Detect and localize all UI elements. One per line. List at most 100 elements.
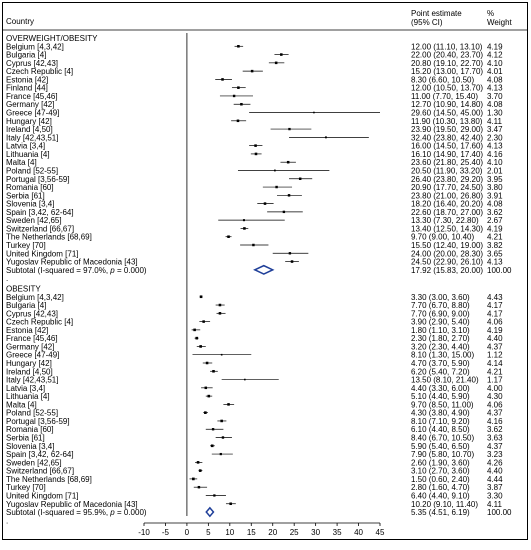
study-weight: 4.21 [487, 233, 503, 242]
study-estimate-ci: 4.30 (3.80, 4.90) [411, 409, 470, 418]
study-weight: 4.13 [487, 142, 503, 151]
study-label: Greece [47-49] [6, 351, 59, 360]
study-label: Yugoslav Republic of Macedonia [43] [6, 258, 138, 267]
study-weight: 4.01 [487, 67, 503, 76]
study-point-marker [240, 102, 243, 106]
study-point-marker [221, 78, 224, 81]
study-estimate-ci: 32.40 (23.80, 42.40) [411, 133, 483, 142]
study-estimate-ci: 13.30 (7.30, 22.80) [411, 216, 479, 225]
study-point-marker [273, 169, 276, 172]
study-point-marker [290, 260, 294, 263]
study-weight: 3.63 [487, 434, 503, 443]
study-weight: 4.12 [487, 51, 503, 60]
study-estimate-ci: 13.50 (8.10, 21.40) [411, 376, 479, 385]
study-weight: 4.19 [487, 224, 503, 233]
study-weight: 4.08 [487, 100, 503, 109]
study-estimate-ci: 7.70 (6.90, 9.00) [411, 309, 470, 318]
study-estimate-ci: 18.20 (16.40, 20.20) [411, 200, 483, 209]
study-label: Bulgaria [4] [6, 301, 46, 310]
subtotal-estimate-ci: 5.35 (4.51, 6.19) [411, 508, 470, 517]
study-point-marker [198, 469, 202, 472]
study-estimate-ci: 11.90 (10.30, 13.80) [411, 117, 483, 126]
study-point-marker [282, 210, 286, 214]
study-estimate-ci: 9.70 (9.00, 10.40) [411, 233, 474, 242]
study-weight: 4.26 [487, 458, 503, 467]
study-point-marker [220, 353, 223, 356]
study-weight: 3.62 [487, 208, 503, 217]
study-weight: 4.13 [487, 258, 503, 267]
study-point-marker [219, 452, 222, 456]
study-estimate-ci: 8.10 (1.30, 15.00) [411, 351, 474, 360]
study-point-marker [287, 194, 291, 197]
study-weight: 4.17 [487, 309, 503, 318]
study-label: Hungary [42] [6, 117, 52, 126]
study-weight: 3.23 [487, 450, 503, 459]
study-point-marker [244, 378, 246, 381]
study-point-marker [288, 127, 291, 131]
study-label: Germany [42] [6, 342, 54, 351]
column-header-weight: Weight [487, 18, 513, 27]
study-label: Czech Republic [4] [6, 318, 73, 327]
study-estimate-ci: 6.10 (4.40, 8.50) [411, 425, 470, 434]
study-weight: 4.10 [487, 158, 503, 167]
study-estimate-ci: 1.80 (1.10, 3.10) [411, 326, 470, 335]
x-axis-tick-label: 5 [206, 528, 211, 537]
study-label: Serbia [61] [6, 434, 45, 443]
study-weight: 4.16 [487, 150, 503, 159]
study-point-marker [212, 369, 215, 373]
study-point-marker [252, 243, 255, 247]
study-point-marker [193, 328, 196, 332]
study-label: Sweden [42,65] [6, 216, 62, 225]
study-point-marker [254, 152, 258, 156]
group-label: OVERWEIGHT/OBESITY [6, 34, 98, 43]
study-point-marker [263, 202, 267, 205]
x-axis-tick-label: 15 [247, 528, 256, 537]
subtotal-estimate-ci: 17.92 (15.83, 20.00) [411, 266, 483, 275]
study-label: Spain [3,42, 62-64] [6, 208, 74, 217]
study-label: Spain [3,42, 62-64] [6, 450, 74, 459]
study-point-marker [210, 444, 214, 448]
x-axis-tick-label: 25 [290, 528, 299, 537]
study-point-marker [221, 436, 225, 439]
study-label: The Netherlands [68,69] [6, 233, 92, 242]
x-axis-tick-label: -5 [162, 528, 170, 537]
study-weight: 4.10 [487, 59, 503, 68]
study-weight: 4.13 [487, 84, 503, 93]
study-estimate-ci: 29.60 (14.50, 45.00) [411, 109, 483, 118]
study-label: Estonia [42] [6, 75, 48, 84]
study-label: Yugoslav Republic of Macedonia [43] [6, 500, 138, 509]
study-weight: 4.06 [487, 318, 503, 327]
study-estimate-ci: 4.70 (3.70, 5.90) [411, 359, 470, 368]
study-estimate-ci: 8.30 (6.60, 10.50) [411, 75, 474, 84]
study-weight: 4.08 [487, 200, 503, 209]
subtotal-label: Subtotal (I-squared = 95.9%, p = 0.000) [6, 508, 147, 517]
study-weight: 3.62 [487, 425, 503, 434]
study-weight: 1.30 [487, 109, 503, 118]
study-weight: 3.65 [487, 249, 503, 258]
x-axis-tick-label: 35 [333, 528, 342, 537]
column-header-weight-symbol: % [487, 9, 494, 18]
study-estimate-ci: 1.50 (0.60, 2.40) [411, 475, 470, 484]
study-label: Slovenia [3,4] [6, 200, 54, 209]
study-label: Italy [42,43,51] [6, 376, 58, 385]
subtotal-diamond [253, 264, 275, 275]
study-point-marker [195, 336, 199, 340]
study-label: Romania [60] [6, 425, 54, 434]
study-point-marker [286, 160, 290, 164]
study-estimate-ci: 23.90 (19.50, 29.00) [411, 125, 483, 134]
study-estimate-ci: 2.60 (1.90, 3.60) [411, 458, 470, 467]
study-weight: 4.43 [487, 293, 503, 302]
study-weight: 2.01 [487, 166, 503, 175]
study-label: Hungary [42] [6, 359, 52, 368]
study-point-marker [199, 295, 203, 299]
study-estimate-ci: 16.00 (14.50, 17.60) [411, 142, 483, 151]
study-label: Switzerland [66,67] [6, 467, 74, 476]
study-label: Turkey [70] [6, 241, 46, 250]
study-point-marker [236, 119, 240, 123]
study-weight: 4.16 [487, 417, 503, 426]
study-label: Finland [44] [6, 84, 48, 93]
study-label: Portugal [3,56-59] [6, 175, 70, 184]
study-weight: 4.06 [487, 400, 503, 409]
forest-plot: Country Point estimate(95% CI)%Weight OVER… [3, 9, 527, 537]
study-weight: 3.87 [487, 483, 503, 492]
